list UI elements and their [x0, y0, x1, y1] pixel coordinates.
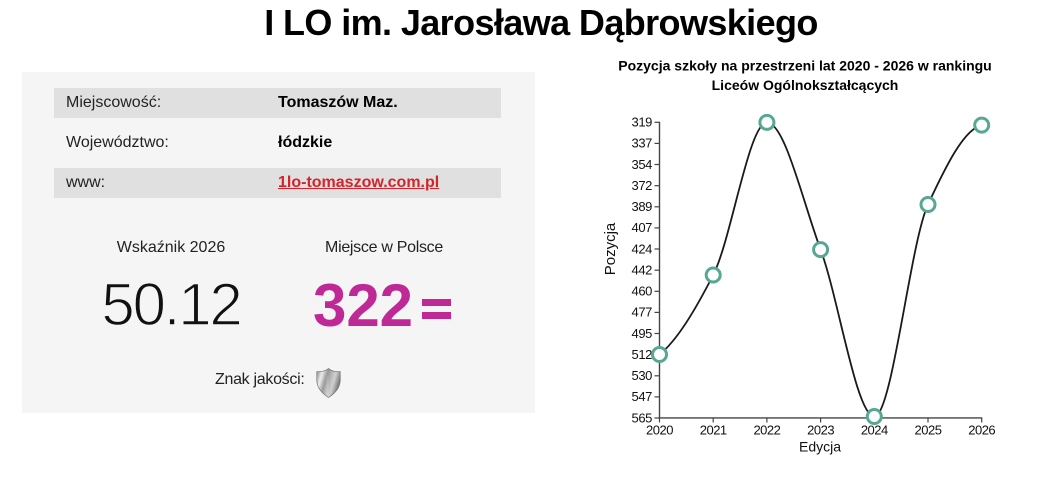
svg-text:547: 547	[632, 389, 653, 404]
svg-text:495: 495	[632, 326, 653, 341]
svg-text:2020: 2020	[646, 423, 673, 438]
svg-text:Pozycja szkoły na przestrzeni: Pozycja szkoły na przestrzeni lat 2020 -…	[618, 57, 992, 73]
svg-text:354: 354	[632, 157, 653, 172]
svg-text:389: 389	[632, 199, 653, 214]
svg-text:2022: 2022	[753, 423, 780, 438]
svg-text:319: 319	[632, 115, 653, 130]
svg-text:337: 337	[632, 136, 653, 151]
svg-text:Liceów Ogólnokształcących: Liceów Ogólnokształcących	[712, 77, 899, 93]
svg-text:477: 477	[632, 305, 653, 320]
svg-text:565: 565	[632, 410, 653, 425]
svg-text:372: 372	[632, 178, 653, 193]
svg-text:442: 442	[632, 263, 653, 278]
svg-text:424: 424	[632, 241, 653, 256]
svg-text:2025: 2025	[915, 423, 942, 438]
svg-text:530: 530	[632, 368, 653, 383]
svg-text:Pozycja: Pozycja	[602, 222, 619, 275]
svg-text:512: 512	[632, 347, 653, 362]
svg-text:2023: 2023	[807, 423, 834, 438]
svg-text:2026: 2026	[968, 423, 995, 438]
svg-text:Edycja: Edycja	[799, 439, 841, 455]
svg-text:2024: 2024	[861, 423, 888, 438]
svg-text:2021: 2021	[700, 423, 727, 438]
svg-text:407: 407	[632, 220, 653, 235]
svg-text:460: 460	[632, 284, 653, 299]
